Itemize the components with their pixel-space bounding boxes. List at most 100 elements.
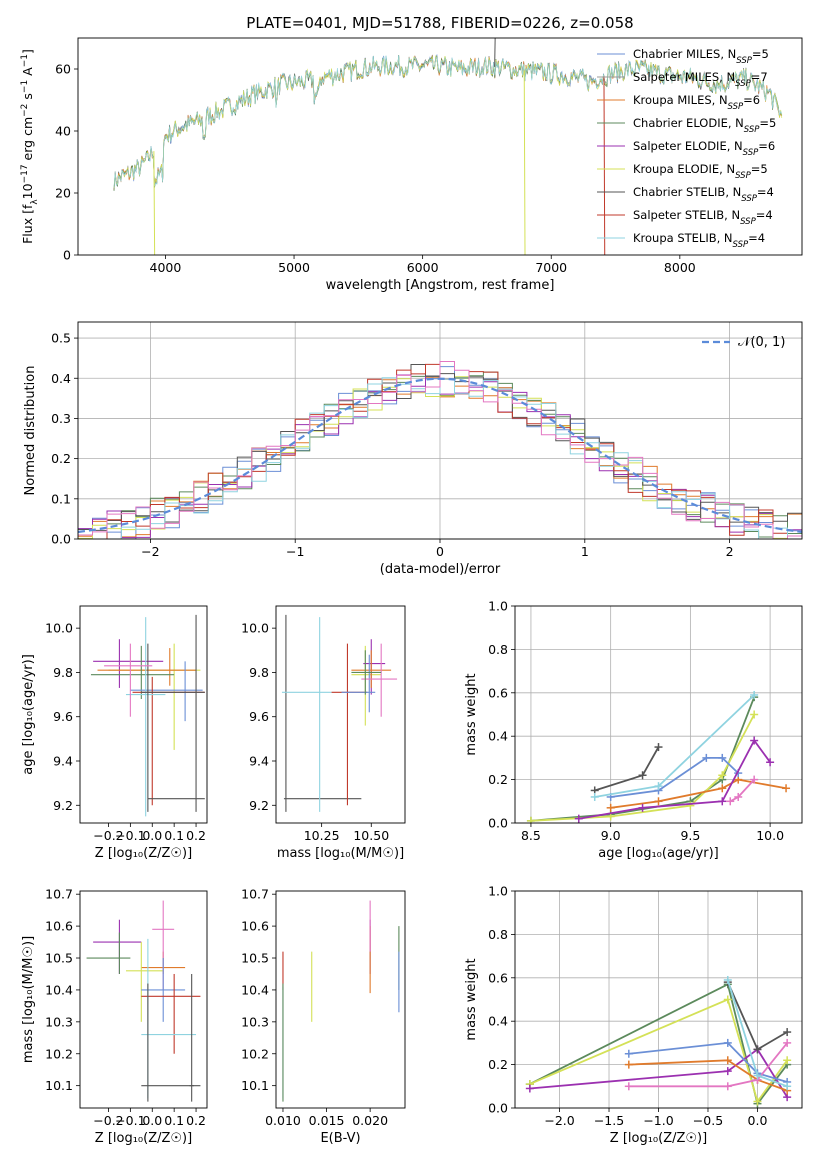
x-tick-label: 2	[726, 544, 734, 559]
weight-line	[628, 1041, 788, 1083]
y-tick-label: 10.2	[241, 1046, 269, 1061]
x-axis-label: E(B-V)	[320, 1131, 360, 1146]
mass-vs-EBV-panel: 0.010 0.015 0.020 10.1 10.2 10.3 10.4 10.5 10.6 1…	[241, 887, 406, 1146]
y-axis-label: mass [log₁₀(M/M☉)]	[21, 936, 36, 1063]
x-tick-label: 8000	[664, 260, 696, 275]
legend-nssp: =5	[759, 116, 776, 130]
legend-sub: SSP	[735, 79, 751, 89]
axes-frame	[77, 37, 803, 256]
legend-label: Salpeter STELIB, NSSP=4	[633, 208, 773, 227]
axes-frame	[514, 890, 803, 1109]
x-tick-label: −1.0	[643, 1113, 673, 1128]
legend-model: Kroupa STELIB, N	[633, 231, 733, 245]
legend-model: Chabrier STELIB, N	[633, 185, 741, 199]
residuals-panel: −2 −1 0 1 2 0.0 0.1 0.2 0.3 0.4 0.5 (data-model)/er…	[23, 321, 803, 577]
legend-model: Chabrier ELODIE, N	[633, 116, 744, 130]
spectrum-spike	[523, 70, 526, 255]
legend-nssp: =5	[751, 162, 768, 176]
histogram-step	[78, 377, 802, 539]
y-tick-label: 0	[63, 248, 71, 263]
errorbars	[282, 900, 400, 1102]
axes-frame	[79, 605, 208, 824]
y-tick-label: 0.1	[51, 491, 71, 506]
y-tick-label: 0.0	[488, 816, 508, 831]
y-tick-label: 0.3	[51, 411, 71, 426]
x-axis-label: Z [log₁₀(Z/Z☉)]	[95, 1131, 192, 1146]
spectrum-spike	[494, 38, 496, 67]
x-tick-label: 0.1	[164, 1113, 184, 1128]
legend-nssp: =5	[752, 47, 769, 61]
legend-nssp: =7	[751, 70, 768, 84]
y-tick-label: 0.8	[488, 642, 508, 657]
legend-sub: SSP	[733, 240, 749, 250]
y-tick-label: 0.4	[488, 1014, 508, 1029]
x-tick-label: 0.0	[142, 1113, 162, 1128]
legend-label: Kroupa ELODIE, NSSP=5	[633, 162, 768, 181]
legend-nssp: =4	[756, 208, 773, 222]
x-tick-label: 7000	[535, 260, 567, 275]
legend-nssp: =6	[758, 139, 775, 153]
y-tick-label: 10.6	[45, 919, 73, 934]
y-tick-label: 1.0	[488, 884, 508, 899]
y-axis-label-part: 10	[20, 183, 35, 199]
figure-title: PLATE=0401, MJD=51788, FIBERID=0226, z=0…	[246, 14, 633, 32]
histogram-step	[78, 376, 802, 539]
y-tick-label: 10.0	[45, 621, 73, 636]
y-tick-label: 10.2	[45, 1046, 73, 1061]
y-tick-label: 0.2	[488, 772, 508, 787]
x-axis-label: Z [log₁₀(Z/Z☉)]	[610, 1131, 707, 1146]
x-tick-label: −1.5	[594, 1113, 624, 1128]
legend-label: Salpeter ELODIE, NSSP=6	[633, 139, 775, 158]
y-tick-label: 9.4	[249, 754, 269, 769]
errorbars	[90, 614, 205, 817]
weight-line	[628, 1042, 788, 1088]
y-tick-label: 10.1	[45, 1078, 73, 1093]
normal-curve	[78, 377, 802, 534]
axes-frame	[275, 890, 406, 1109]
spectrum-spike	[153, 151, 156, 255]
legend-sub: SSP	[728, 102, 744, 112]
y-tick-label: 9.4	[53, 754, 73, 769]
legend-sub: SSP	[743, 148, 759, 158]
legend-sub: SSP	[736, 56, 752, 66]
axes-frame	[514, 605, 803, 824]
legend-sub: SSP	[744, 125, 760, 135]
axes-frame	[275, 605, 406, 824]
x-tick-label: 0.0	[142, 828, 162, 843]
age-vs-mass-panel: 10.25 10.50 9.2 9.4 9.6 9.8 10.0 mass [log₁₀(M/…	[241, 605, 406, 861]
y-tick-label: 9.8	[53, 665, 73, 680]
x-tick-label: 6000	[407, 260, 439, 275]
weight-lines	[525, 975, 792, 1108]
y-tick-label: 10.6	[241, 919, 269, 934]
axes-frame	[79, 890, 208, 1109]
x-tick-label: 4000	[150, 260, 182, 275]
y-axis-label: mass weight	[464, 958, 479, 1040]
y-tick-label: 0.2	[488, 1057, 508, 1072]
y-tick-label: 10.7	[45, 887, 73, 902]
legend-label: Chabrier ELODIE, NSSP=5	[633, 116, 776, 135]
y-axis-label-part: A	[20, 67, 35, 80]
spectrum-spike	[603, 76, 606, 255]
y-tick-label: 60	[55, 62, 71, 77]
y-tick-label: 0.8	[488, 927, 508, 942]
legend-model: Salpeter ELODIE, N	[633, 139, 743, 153]
y-axis-label: Flux [fλ10−17 erg cm−2 s−1 A−1]	[20, 49, 40, 244]
y-tick-label: 0.0	[488, 1101, 508, 1116]
x-tick-label: −0.2	[93, 828, 123, 843]
y-tick-label: 10.1	[241, 1078, 269, 1093]
y-axis-label-part: −1	[20, 54, 30, 67]
legend-label: Kroupa STELIB, NSSP=4	[633, 231, 765, 250]
y-axis-label: Normed distribution	[23, 366, 38, 496]
errorbars	[86, 900, 201, 1102]
y-axis-label-part: −2	[20, 104, 30, 117]
y-tick-label: 0.2	[51, 451, 71, 466]
age-vs-Z-panel: −0.2−0.10.0 0.1 0.2 9.2 9.4 9.6 9.8 10.0 Z [log₁…	[21, 605, 208, 861]
y-tick-label: 10.0	[241, 621, 269, 636]
legend-model: Kroupa MILES, N	[633, 93, 728, 107]
x-tick-label: −0.1	[115, 828, 145, 843]
legend-label: 𝒩(0, 1)	[738, 335, 785, 350]
x-tick-label: 5000	[278, 260, 310, 275]
x-tick-label: 10.50	[353, 828, 389, 843]
